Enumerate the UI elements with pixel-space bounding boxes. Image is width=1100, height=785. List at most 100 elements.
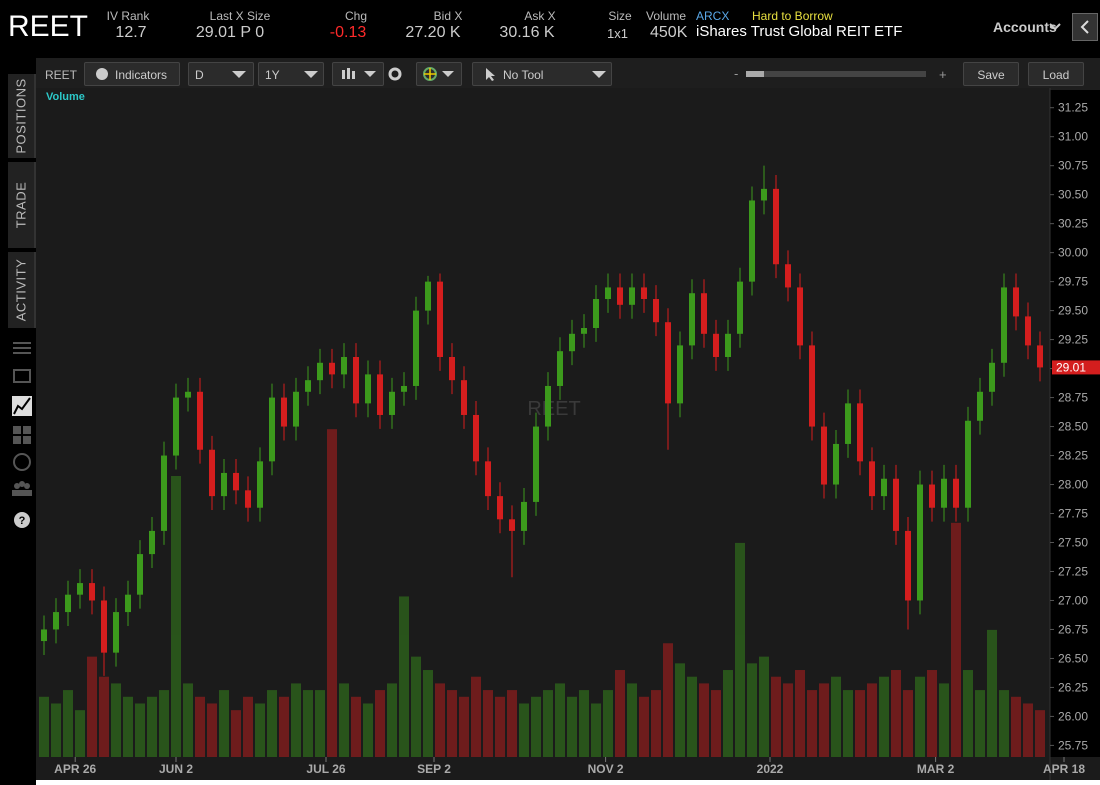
volume-bar — [855, 690, 865, 757]
candle-body — [941, 478, 947, 508]
y-tick-label: 26.75 — [1058, 622, 1088, 636]
ask: 30.16 K — [499, 24, 555, 41]
volume-bar — [1035, 710, 1045, 757]
volume-bar — [579, 690, 589, 757]
volume-bar — [819, 683, 829, 757]
candle-body — [461, 380, 467, 415]
volume-bar — [231, 710, 241, 757]
volume-bar — [903, 690, 913, 757]
volume-bar — [699, 683, 709, 757]
positions-tab[interactable]: POSITIONS — [8, 74, 36, 158]
volume-bar — [627, 683, 637, 757]
candle-body — [137, 554, 143, 595]
candle-body — [1013, 287, 1019, 317]
toolbar-symbol: REET — [45, 68, 78, 82]
candle-body — [605, 287, 611, 300]
zoom-in[interactable]: + — [939, 67, 947, 82]
label: 1Y — [265, 68, 280, 82]
candle-body — [125, 594, 131, 613]
volume-bar — [975, 690, 985, 757]
candle-body — [497, 496, 503, 520]
volume-bar — [147, 696, 157, 757]
tool-select[interactable]: No Tool — [472, 62, 612, 86]
volume-bar — [531, 696, 541, 757]
load-button[interactable]: Load — [1028, 62, 1084, 86]
y-tick-label: 30.75 — [1058, 159, 1088, 173]
volume-bar — [675, 663, 685, 757]
candle-body — [233, 472, 239, 491]
zoom-out[interactable]: - — [734, 66, 739, 81]
volume-bar — [711, 690, 721, 757]
volume-bar — [1011, 696, 1021, 757]
iv-rank-label: IV Rank — [106, 9, 150, 23]
y-tick-label: 28.75 — [1058, 391, 1088, 405]
sidebar-icons[interactable]: ? — [10, 338, 34, 534]
candle-body — [101, 600, 107, 653]
collapse-button[interactable] — [1072, 13, 1098, 41]
candle-body — [977, 391, 983, 421]
volume-bar — [615, 670, 625, 757]
zoom-slider[interactable] — [746, 71, 926, 77]
volume-bar — [639, 696, 649, 757]
volume-bar — [951, 522, 961, 757]
candle-body — [209, 449, 215, 497]
activity-tab[interactable]: ACTIVITY — [8, 252, 36, 328]
candle-body — [485, 461, 491, 497]
volume-bar — [831, 676, 841, 757]
volume-bar — [399, 596, 409, 757]
candle-body — [845, 403, 851, 444]
ask-label: Ask X — [524, 9, 556, 23]
candle-body — [401, 385, 407, 392]
last-price-box — [1052, 360, 1100, 375]
volume-bar — [867, 683, 877, 757]
volume-bar — [519, 703, 529, 757]
volume-bar — [219, 690, 229, 757]
volume-bar — [603, 690, 613, 757]
candle-body — [509, 519, 515, 531]
trade-tab[interactable]: TRADE — [8, 162, 36, 248]
exchange: ARCX — [696, 9, 730, 23]
candle-body — [353, 356, 359, 404]
y-tick-label: 26.50 — [1058, 651, 1088, 665]
candle-body — [653, 299, 659, 323]
candle-body — [161, 455, 167, 531]
volume-bar — [939, 683, 949, 757]
candle-body — [281, 397, 287, 427]
candle-body — [929, 484, 935, 508]
bid-label: Bid X — [433, 9, 463, 23]
symbol: REET — [8, 10, 89, 43]
chg: -0.13 — [329, 24, 367, 41]
candle-body — [917, 484, 923, 601]
volume-bar — [735, 542, 745, 757]
y-tick-label: 29.75 — [1058, 275, 1088, 289]
save-button[interactable]: Save — [963, 62, 1019, 86]
chg-label: Chg — [344, 9, 367, 23]
x-tick-label: APR 18 — [1043, 762, 1085, 776]
period-select[interactable]: D — [188, 62, 254, 86]
candle-body — [713, 333, 719, 357]
volume-bar — [459, 696, 469, 757]
x-tick-label: JUL 26 — [306, 762, 345, 776]
candle-body — [797, 287, 803, 346]
candle-body — [965, 420, 971, 508]
svg-text:?: ? — [19, 515, 26, 527]
chart-style-select[interactable] — [332, 62, 384, 86]
volume-bars — [39, 429, 1045, 757]
volume-bar — [243, 696, 253, 757]
candle-body — [365, 374, 371, 404]
volume-bar — [567, 696, 577, 757]
accounts[interactable]: Accounts — [993, 19, 1057, 35]
volume-bar — [807, 690, 817, 757]
volume-bar — [651, 690, 661, 757]
volume-bar — [279, 696, 289, 757]
tab-label: POSITIONS — [13, 78, 29, 154]
candle-body — [185, 391, 191, 398]
volume-bar — [483, 690, 493, 757]
volume-bar — [255, 703, 265, 757]
volume-label: Volume — [645, 9, 687, 23]
volume-bar — [51, 703, 61, 757]
y-tick-label: 28.00 — [1058, 478, 1088, 492]
accounts-caret[interactable] — [1048, 20, 1062, 34]
candle-body — [197, 391, 203, 450]
volume-bar — [591, 703, 601, 757]
